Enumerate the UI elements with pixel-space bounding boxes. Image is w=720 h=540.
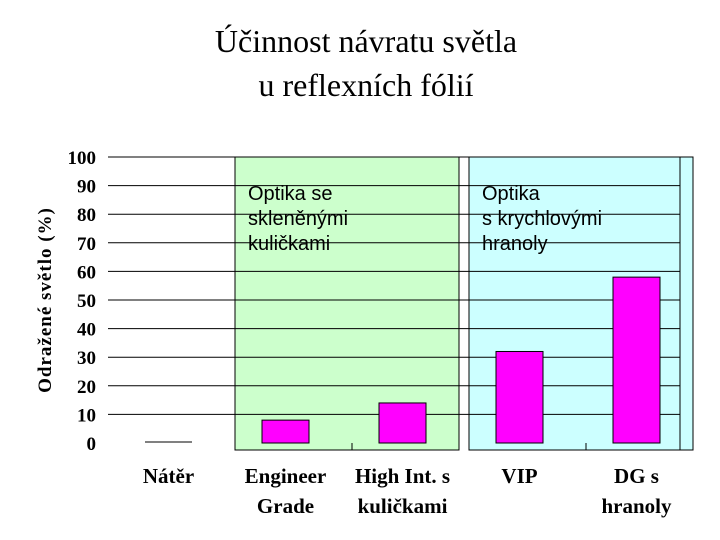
bar [495, 350, 544, 444]
y-tick-label: 90 [77, 177, 96, 198]
region-0-label-line: skleněnými [248, 208, 348, 230]
x-category-label: Engineer [245, 464, 327, 488]
y-tick-label: 100 [68, 148, 97, 169]
bar [261, 419, 310, 444]
y-tick-label: 30 [77, 348, 96, 369]
y-tick-labels: 0 10 20 30 40 50 60 70 80 90 100 [68, 148, 97, 455]
y-tick-label: 80 [77, 205, 96, 226]
region-0-label-line: Optika se [248, 183, 332, 205]
region-0-label-line: kuličkami [248, 233, 330, 255]
x-category-label: VIP [501, 464, 537, 488]
x-category-label: High Int. s [355, 464, 450, 488]
x-category-label: Grade [257, 494, 314, 518]
x-category-labels: Nátěr Engineer Grade High Int. s kuličkami VI… [143, 464, 672, 518]
region-1-label-line: s krychlovými [482, 208, 602, 230]
gridlines [108, 156, 681, 450]
y-tick-label: 70 [77, 234, 96, 255]
y-tick-label: 40 [77, 320, 96, 341]
x-category-label: hranoly [601, 494, 672, 518]
y-tick-label: 50 [77, 291, 96, 312]
region-0 [234, 156, 460, 451]
bar [612, 276, 661, 444]
region-1-label-line: Optika [482, 183, 541, 205]
x-category-label: kuličkami [358, 494, 448, 518]
chart-title-line-1: Účinnost návratu světla [215, 23, 517, 59]
y-tick-label: 20 [77, 377, 96, 398]
x-category-label: Nátěr [143, 464, 194, 488]
bar-layer [145, 276, 661, 444]
y-tick-label: 0 [87, 434, 97, 455]
x-category-label: DG s [614, 464, 659, 488]
chart-title: Účinnost návratu světla u reflexních fól… [215, 23, 517, 103]
region-1-label-line: hranoly [482, 233, 548, 255]
region-labels: Optika se skleněnými kuličkami Optika s kryc… [248, 183, 602, 255]
y-tick-label: 60 [77, 262, 96, 283]
bar [378, 402, 427, 444]
y-axis-label: Odražené světlo (%) [35, 207, 56, 393]
chart-title-line-2: u reflexních fólií [258, 67, 473, 103]
y-tick-label: 10 [77, 405, 96, 426]
